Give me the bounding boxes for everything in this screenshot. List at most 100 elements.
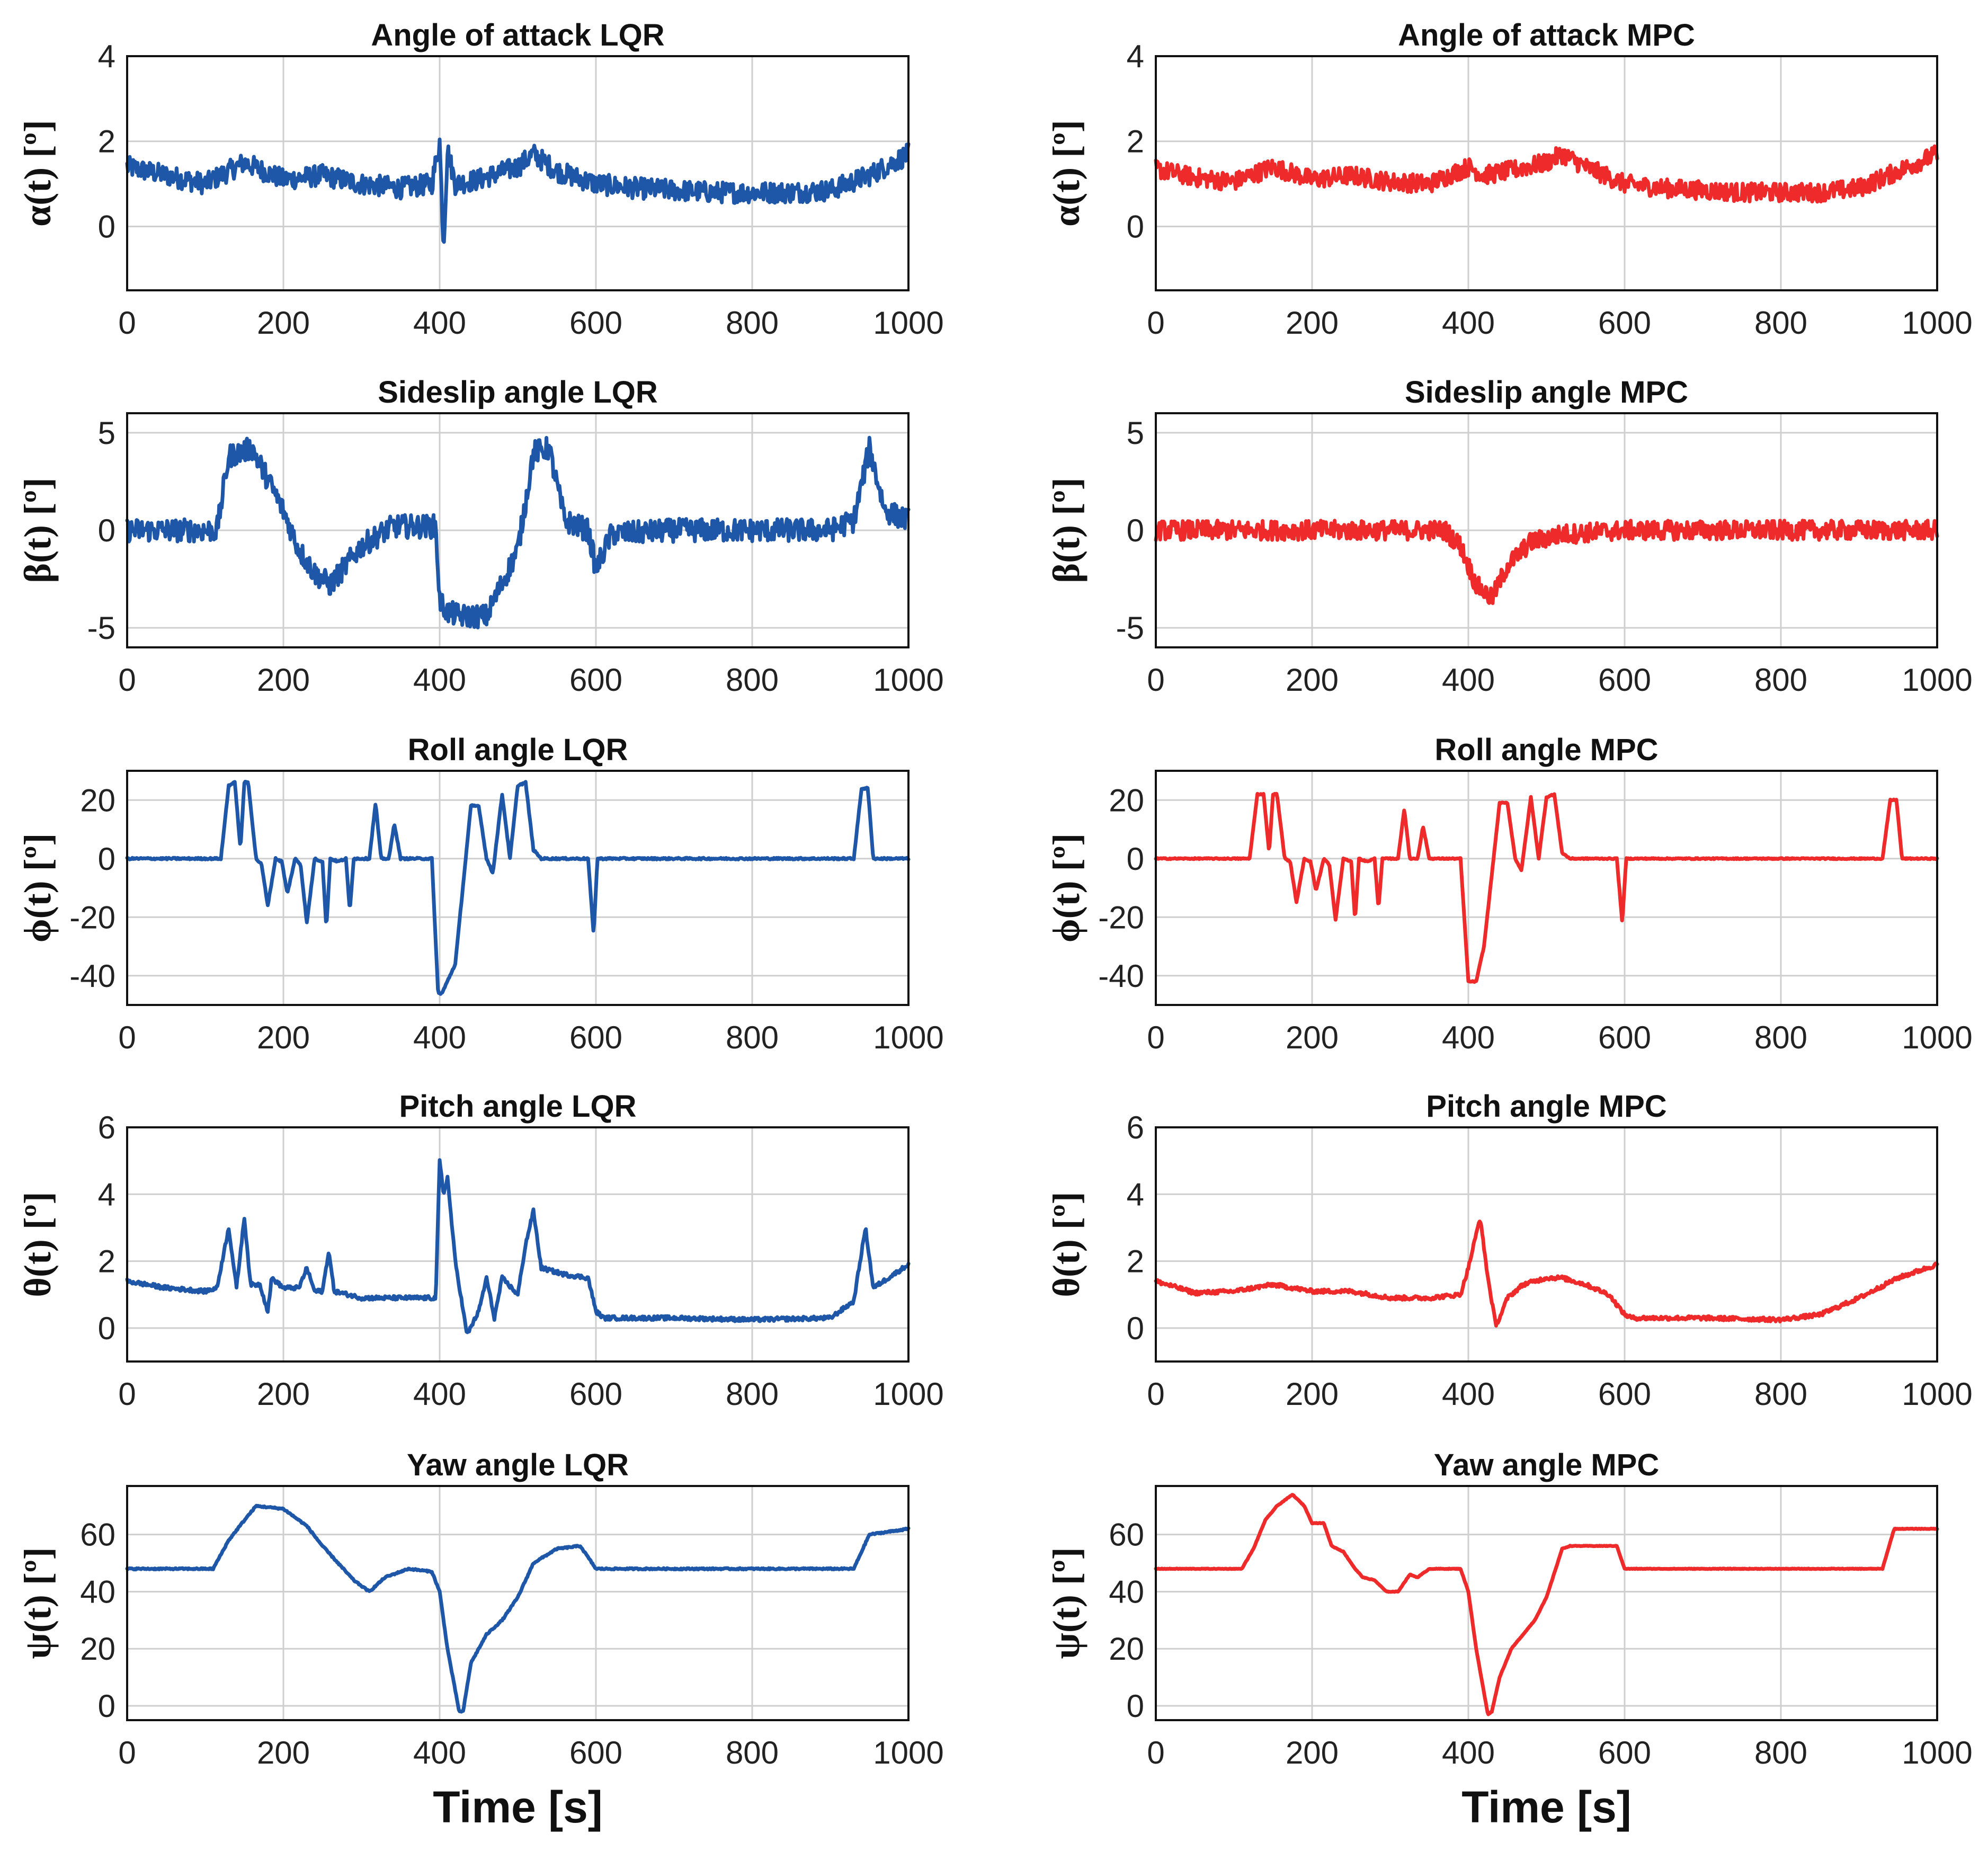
chart-psi-lqr: Yaw angle LQR 0 200 400 600 800 1000 0 20 40 60 ψ(t… [16,1448,944,1770]
x-tick-label: 0 [1147,1020,1164,1055]
plot-frame [1155,412,1938,648]
y-axis-label: ϕ(t) [º] [16,833,59,943]
chart-title: Roll angle LQR [408,733,628,767]
x-tick-label: 1000 [1902,1735,1972,1770]
y-tick-label: -20 [69,900,115,935]
y-tick-label: 5 [98,415,115,451]
plot-frame [126,412,910,648]
x-tick-label: 600 [569,1020,622,1055]
series-line [1154,1220,1939,1328]
y-tick-label: 0 [1127,841,1144,877]
x-tick-label: 0 [1147,662,1164,698]
series-line [125,1503,911,1714]
series-line [125,435,911,629]
x-tick-label: 400 [1442,1735,1495,1770]
y-tick-label: 60 [80,1517,115,1553]
y-tick-label: 0 [1127,1311,1144,1346]
x-tick-label: 200 [257,662,310,698]
y-axis-label: θ(t) [º] [1045,1191,1087,1297]
y-tick-label: 0 [1127,209,1144,244]
x-tick-label: 600 [1598,1376,1651,1412]
x-tick-label: 1000 [1902,1020,1972,1055]
y-tick-label: 0 [98,1688,115,1724]
x-tick-label: 600 [1598,662,1651,698]
y-axis-label: ψ(t) [º] [16,1547,59,1659]
x-tick-label: 1000 [1902,305,1972,341]
chart-title: Sideslip angle MPC [1405,375,1688,410]
x-tick-label: 600 [1598,1020,1651,1055]
chart-title: Sideslip angle LQR [378,375,658,410]
x-tick-label: 400 [413,1020,466,1055]
chart-alpha-lqr: Angle of attack LQR 0 200 400 600 800 1000 0 2 4 α… [16,18,944,341]
y-tick-label: 20 [80,782,115,818]
y-tick-label: 0 [98,1311,115,1346]
plot-frame [126,1126,910,1363]
x-tick-label: 1000 [1902,1376,1972,1412]
y-tick-label: 0 [98,513,115,548]
y-axis-label: β(t) [º] [16,477,59,583]
y-tick-label: -20 [1098,900,1144,935]
x-tick-label: 600 [569,305,622,341]
chart-theta-lqr: Pitch angle LQR 0 200 400 600 800 1000 0 2 4 6 θ(t)… [16,1089,944,1412]
y-axis-label: ϕ(t) [º] [1045,833,1087,943]
y-tick-label: 2 [1127,1244,1144,1279]
y-tick-label: 4 [98,1177,115,1212]
x-tick-label: 800 [1754,662,1807,698]
x-tick-label: 800 [726,1735,779,1770]
chart-title: Yaw angle LQR [407,1448,629,1482]
x-tick-label: 0 [118,1735,136,1770]
x-tick-label: 0 [118,305,136,341]
plot-frame [1155,1485,1938,1721]
y-tick-label: -5 [1116,610,1144,646]
chart-title: Angle of attack LQR [371,18,664,52]
y-tick-label: 20 [1109,782,1144,818]
y-tick-label: 40 [1109,1574,1144,1609]
x-tick-label: 1000 [1902,662,1972,698]
y-tick-label: 4 [98,39,115,74]
x-tick-label: 1000 [873,662,943,698]
chart-title: Pitch angle LQR [399,1089,637,1124]
plot-frame [1155,55,1938,291]
x-tick-label: 600 [569,662,622,698]
y-tick-label: 2 [98,1244,115,1279]
series-line [1154,1493,1939,1716]
y-axis-label: α(t) [º] [16,120,59,227]
y-tick-label: 4 [1127,39,1144,74]
chart-theta-mpc: Pitch angle MPC 0 200 400 600 800 1000 0 2 4 6 θ(t)… [1045,1089,1973,1412]
x-tick-label: 800 [726,1020,779,1055]
x-tick-label: 800 [726,305,779,341]
x-tick-label: 200 [257,1376,310,1412]
x-tick-label: 400 [413,1376,466,1412]
series-line [125,137,911,244]
y-tick-label: 0 [98,841,115,877]
x-tick-label: 400 [1442,305,1495,341]
x-tick-label: 0 [118,1020,136,1055]
x-tick-label: 0 [1147,1376,1164,1412]
plot-frame [126,770,910,1006]
x-tick-label: 800 [1754,305,1807,341]
y-tick-label: 6 [1127,1110,1144,1145]
y-axis-label: α(t) [º] [1045,120,1087,227]
y-tick-label: 2 [98,124,115,159]
x-tick-label: 0 [118,1376,136,1412]
y-tick-label: -5 [87,610,115,646]
x-tick-label: 1000 [873,1735,943,1770]
x-tick-label: 200 [1286,1020,1339,1055]
y-tick-label: 4 [1127,1177,1144,1212]
x-tick-label: 1000 [873,305,943,341]
x-tick-label: 0 [1147,1735,1164,1770]
series-line [1154,519,1939,605]
x-tick-label: 800 [726,1376,779,1412]
y-tick-label: 5 [1127,415,1144,451]
chart-title: Angle of attack MPC [1398,18,1695,52]
chart-psi-mpc: Yaw angle MPC 0 200 400 600 800 1000 0 20 40 60 ψ(t… [1045,1448,1973,1770]
x-tick-label: 400 [1442,1376,1495,1412]
x-tick-label: 400 [1442,662,1495,698]
x-tick-label: 200 [257,305,310,341]
plot-frame [1155,1126,1938,1363]
chart-phi-lqr: Roll angle LQR 0 200 400 600 800 1000 -40 -20 0 20… [16,733,944,1055]
x-tick-label: 800 [1754,1376,1807,1412]
y-axis-label: ψ(t) [º] [1045,1547,1087,1659]
